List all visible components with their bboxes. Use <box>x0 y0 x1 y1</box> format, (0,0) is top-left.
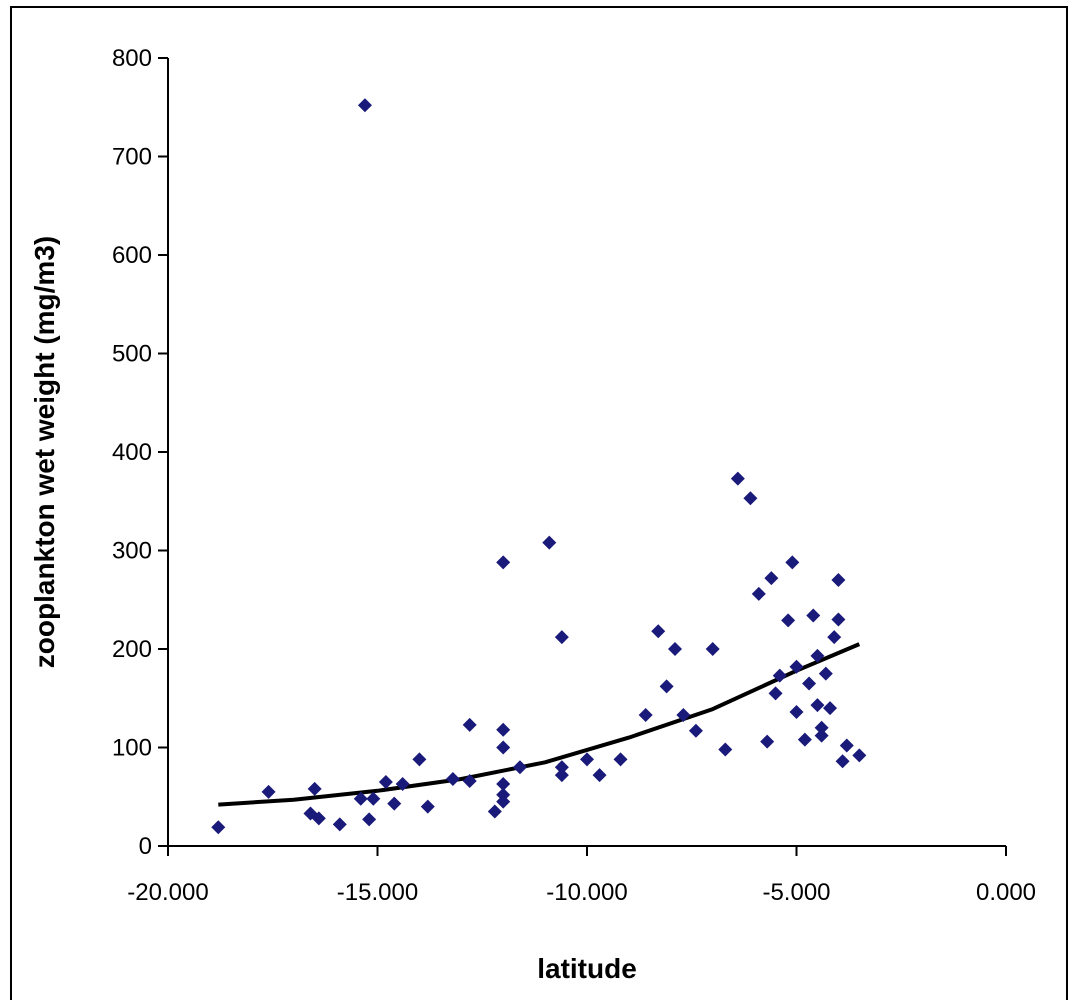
data-point <box>789 659 804 674</box>
data-point <box>806 608 821 623</box>
data-point <box>823 701 838 716</box>
data-point <box>420 799 435 814</box>
y-tick-label: 300 <box>112 538 152 565</box>
data-point <box>332 817 347 832</box>
data-point <box>378 774 393 789</box>
data-point <box>705 642 720 656</box>
data-point <box>797 732 812 747</box>
data-point <box>487 804 502 819</box>
y-tick-label: 700 <box>112 144 152 171</box>
data-point <box>496 740 511 755</box>
data-point <box>496 555 511 570</box>
data-point <box>613 752 628 767</box>
data-point <box>831 573 846 588</box>
points-layer <box>211 98 867 835</box>
axes: 0 100 200 300 400 500 600 700 800 -20.000 -15.000… <box>112 45 1036 906</box>
x-ticks: -20.000 -15.000 -10.000 -5.000 0.000 <box>127 846 1036 906</box>
y-tick-label: 600 <box>112 242 152 269</box>
data-point <box>743 491 758 506</box>
data-point <box>496 776 511 791</box>
data-point <box>496 722 511 737</box>
data-point <box>445 772 460 787</box>
data-point <box>362 812 377 827</box>
x-tick-label: 0.000 <box>976 879 1036 906</box>
data-point <box>387 796 402 811</box>
y-tick-label: 0 <box>139 833 152 860</box>
y-ticks: 0 100 200 300 400 500 600 700 800 <box>112 45 168 860</box>
data-point <box>781 613 796 628</box>
data-point <box>839 738 854 753</box>
data-point <box>751 586 766 601</box>
data-point <box>659 679 674 694</box>
chart-frame <box>10 6 1068 1000</box>
y-tick-label: 400 <box>112 439 152 466</box>
data-point <box>835 754 850 769</box>
data-point <box>261 784 276 799</box>
data-point <box>764 571 779 586</box>
data-point <box>580 752 594 767</box>
y-tick-label: 500 <box>112 341 152 368</box>
data-point <box>311 811 326 826</box>
data-point <box>814 720 829 735</box>
data-point <box>554 630 569 645</box>
y-tick-label: 800 <box>112 45 152 72</box>
data-point <box>592 768 607 783</box>
data-point <box>785 555 800 570</box>
data-point <box>814 728 829 743</box>
data-point <box>462 773 477 788</box>
data-point <box>810 698 825 713</box>
y-tick-label: 100 <box>112 735 152 762</box>
data-point <box>542 535 557 550</box>
data-point <box>496 794 511 809</box>
data-point <box>718 742 733 757</box>
data-point <box>353 791 368 806</box>
data-point <box>831 612 846 627</box>
data-point <box>852 748 867 763</box>
data-point <box>512 760 527 775</box>
trendline <box>218 642 861 807</box>
data-point <box>688 723 703 738</box>
data-point <box>730 471 745 486</box>
x-tick-label: -15.000 <box>337 879 418 906</box>
data-point <box>802 676 817 691</box>
trendline-layer <box>218 642 861 807</box>
data-point <box>366 791 381 806</box>
data-point <box>412 752 427 767</box>
data-point <box>554 768 569 783</box>
data-point <box>554 760 569 775</box>
y-tick-label: 200 <box>112 636 152 663</box>
data-point <box>667 642 682 656</box>
data-point <box>651 624 666 639</box>
data-point <box>462 717 477 732</box>
data-point <box>760 734 775 749</box>
data-point <box>638 707 653 722</box>
data-point <box>789 705 804 720</box>
data-point <box>357 98 372 113</box>
data-point <box>307 781 322 796</box>
data-point <box>827 630 842 645</box>
data-point <box>211 820 226 835</box>
x-tick-label: -20.000 <box>127 879 208 906</box>
x-tick-label: -5.000 <box>762 879 830 906</box>
data-point <box>810 648 825 663</box>
data-point <box>818 666 833 681</box>
y-axis-title: zooplankton wet weight (mg/m3) <box>29 236 60 668</box>
data-point <box>395 776 410 791</box>
data-point <box>676 707 691 722</box>
x-axis-title: latitude <box>537 953 637 984</box>
data-point <box>772 668 787 683</box>
x-tick-label: -10.000 <box>546 879 627 906</box>
data-point <box>768 686 783 701</box>
